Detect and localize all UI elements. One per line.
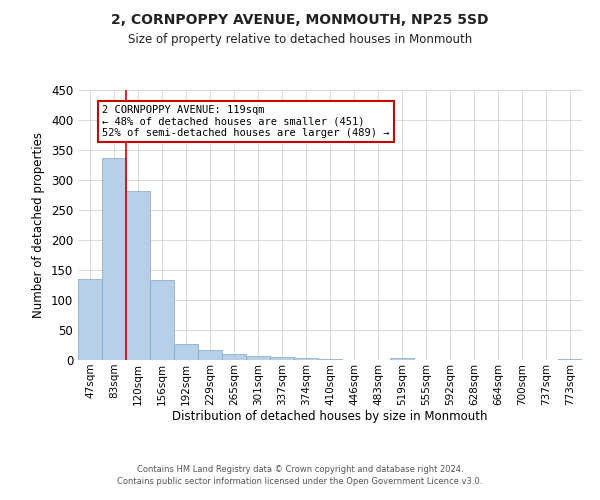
Bar xyxy=(246,356,270,360)
Bar xyxy=(174,344,198,360)
Bar xyxy=(222,354,246,360)
Bar xyxy=(78,279,102,360)
Bar xyxy=(390,358,414,360)
Bar xyxy=(198,350,222,360)
Text: Size of property relative to detached houses in Monmouth: Size of property relative to detached ho… xyxy=(128,32,472,46)
Text: Contains public sector information licensed under the Open Government Licence v3: Contains public sector information licen… xyxy=(118,477,482,486)
Bar xyxy=(102,158,126,360)
Text: 2 CORNPOPPY AVENUE: 119sqm
← 48% of detached houses are smaller (451)
52% of sem: 2 CORNPOPPY AVENUE: 119sqm ← 48% of deta… xyxy=(102,105,389,138)
Bar xyxy=(270,357,294,360)
Bar xyxy=(126,192,150,360)
Text: Contains HM Land Registry data © Crown copyright and database right 2024.: Contains HM Land Registry data © Crown c… xyxy=(137,465,463,474)
Bar xyxy=(294,358,318,360)
Text: 2, CORNPOPPY AVENUE, MONMOUTH, NP25 5SD: 2, CORNPOPPY AVENUE, MONMOUTH, NP25 5SD xyxy=(111,12,489,26)
Y-axis label: Number of detached properties: Number of detached properties xyxy=(32,132,46,318)
Bar xyxy=(150,280,174,360)
Bar xyxy=(558,359,582,360)
X-axis label: Distribution of detached houses by size in Monmouth: Distribution of detached houses by size … xyxy=(172,410,488,424)
